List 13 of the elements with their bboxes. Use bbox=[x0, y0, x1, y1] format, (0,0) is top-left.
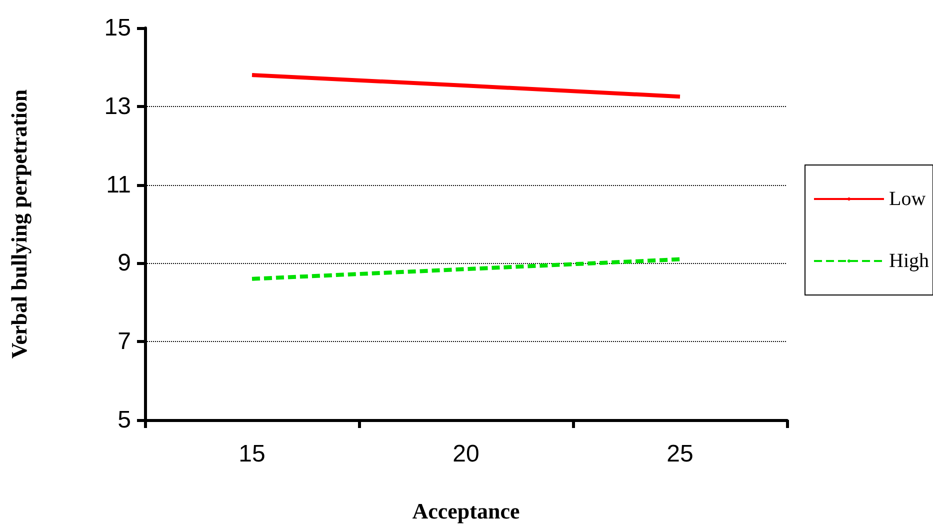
legend-label: High bbox=[889, 250, 929, 272]
x-axis-title: Acceptance bbox=[412, 498, 520, 524]
y-tick-label: 9 bbox=[118, 250, 131, 277]
y-tick-label: 15 bbox=[104, 14, 131, 42]
x-tick-label: 25 bbox=[666, 440, 694, 468]
x-tick-label: 15 bbox=[238, 440, 266, 468]
y-tick-label: 7 bbox=[118, 328, 131, 356]
y-tick-label: 13 bbox=[104, 92, 131, 120]
y-axis-title: Verbal bullying perpetration bbox=[6, 89, 32, 359]
legend-label: Low bbox=[889, 188, 926, 210]
x-tick-label: 20 bbox=[452, 440, 480, 468]
y-tick-label: 5 bbox=[118, 406, 131, 434]
y-tick-label: 11 bbox=[106, 171, 131, 198]
